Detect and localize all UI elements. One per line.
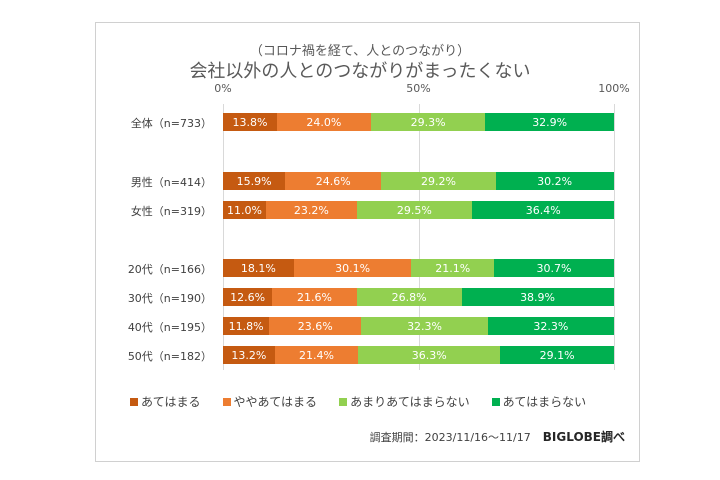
legend-label: あてはまる (141, 395, 201, 409)
bar-segment: 11.0% (223, 201, 266, 219)
bar-segment: 36.4% (472, 201, 615, 219)
bar-segment: 30.7% (493, 259, 614, 277)
legend-swatch (491, 398, 500, 406)
bar-segment: 29.5% (356, 201, 473, 219)
chart-card (95, 22, 640, 462)
bar-segment: 29.2% (381, 172, 496, 190)
data-label: 24.0% (306, 115, 342, 129)
bar-segment: 32.3% (487, 317, 614, 335)
data-label: 23.6% (297, 319, 333, 333)
data-label: 30.7% (536, 261, 572, 275)
category-label: 50代（n=182） (127, 350, 212, 363)
data-label: 15.9% (236, 174, 272, 188)
legend-swatch (130, 398, 138, 406)
legend-label: あまりあてはまらない (350, 395, 470, 409)
data-label: 11.0% (227, 203, 262, 217)
bar-segment: 36.3% (358, 346, 501, 364)
data-label: 36.3% (411, 348, 447, 362)
bar-segment: 30.2% (495, 172, 614, 190)
data-label: 29.5% (396, 203, 432, 217)
data-label: 21.6% (297, 290, 332, 304)
legend-swatch (222, 398, 231, 406)
gridline (614, 104, 615, 370)
data-label: 30.1% (335, 261, 371, 275)
bar-segment: 24.6% (285, 172, 382, 190)
data-label: 21.4% (298, 348, 334, 362)
category-label: 全体（n=733） (130, 117, 212, 130)
data-label: 23.2% (293, 203, 329, 217)
bar-segment: 15.9% (223, 172, 286, 190)
bar-segment: 38.9% (461, 288, 614, 306)
bar-segment: 21.1% (411, 259, 494, 277)
x-tick-label: 0% (214, 82, 232, 95)
data-label: 32.3% (533, 319, 569, 333)
bar-segment: 11.8% (223, 317, 270, 335)
data-label: 29.3% (410, 115, 446, 129)
category-label: 30代（n=190） (127, 292, 212, 305)
bar-segment: 21.4% (274, 346, 359, 364)
data-label: 11.8% (228, 319, 264, 333)
legend: あてはまる ややあてはまる あまりあてはまらない あてはまらない (130, 393, 586, 410)
data-label: 38.9% (520, 290, 556, 304)
data-label: 32.9% (532, 115, 568, 129)
data-label: 26.8% (391, 290, 427, 304)
data-label: 29.1% (539, 348, 575, 362)
bar-segment: 12.6% (223, 288, 273, 306)
data-label: 12.6% (230, 290, 266, 304)
bar-segment: 21.6% (272, 288, 357, 306)
bar-segment: 29.3% (370, 113, 486, 131)
category-label: 20代（n=166） (127, 263, 212, 276)
bar-segment: 13.2% (223, 346, 275, 364)
data-label: 18.1% (240, 261, 276, 275)
chart-title: 会社以外の人とのつながりがまったくない (189, 61, 531, 82)
x-tick-label: 100% (598, 82, 630, 95)
legend-item: あてはまらない (491, 393, 587, 410)
bar-segment: 30.1% (293, 259, 412, 277)
bar-segment: 13.8% (223, 113, 277, 131)
legend-item: ややあてはまる (222, 393, 318, 410)
data-label: 29.2% (420, 174, 456, 188)
source-credit: BIGLOBE調べ (542, 430, 625, 444)
data-label: 13.2% (231, 348, 267, 362)
gridline (418, 104, 420, 370)
bar-segment: 24.0% (276, 113, 371, 131)
gridline (223, 104, 224, 370)
bar-segment: 32.3% (361, 317, 488, 335)
chart-subtitle: （コロナ禍を経て、人とのつながり） (249, 44, 471, 59)
data-label: 21.1% (435, 261, 471, 275)
survey-period: 調査期間：2023/11/16～11/17 (369, 431, 531, 444)
data-label: 36.4% (525, 203, 561, 217)
legend-item: あてはまる (130, 393, 201, 410)
legend-item: あまりあてはまらない (339, 393, 470, 410)
footer: 調査期間：2023/11/16～11/17 BIGLOBE調べ (370, 428, 625, 445)
data-label: 13.8% (232, 115, 268, 129)
bar-segment: 26.8% (356, 288, 462, 306)
bar-segment: 18.1% (223, 259, 294, 277)
legend-swatch (339, 398, 348, 406)
category-label: 40代（n=195） (127, 321, 212, 334)
bar-segment: 32.9% (485, 113, 614, 131)
data-label: 30.2% (537, 174, 573, 188)
bar-segment: 23.2% (266, 201, 357, 219)
legend-label: ややあてはまる (233, 395, 318, 409)
bar-segment: 29.1% (500, 346, 614, 364)
category-label: 女性（n=319） (130, 205, 212, 218)
x-tick-label: 50% (406, 82, 431, 95)
data-label: 24.6% (315, 174, 351, 188)
legend-label: あてはまらない (502, 395, 587, 409)
category-label: 男性（n=414） (130, 176, 212, 189)
bar-segment: 23.6% (269, 317, 362, 335)
data-label: 32.3% (407, 319, 443, 333)
